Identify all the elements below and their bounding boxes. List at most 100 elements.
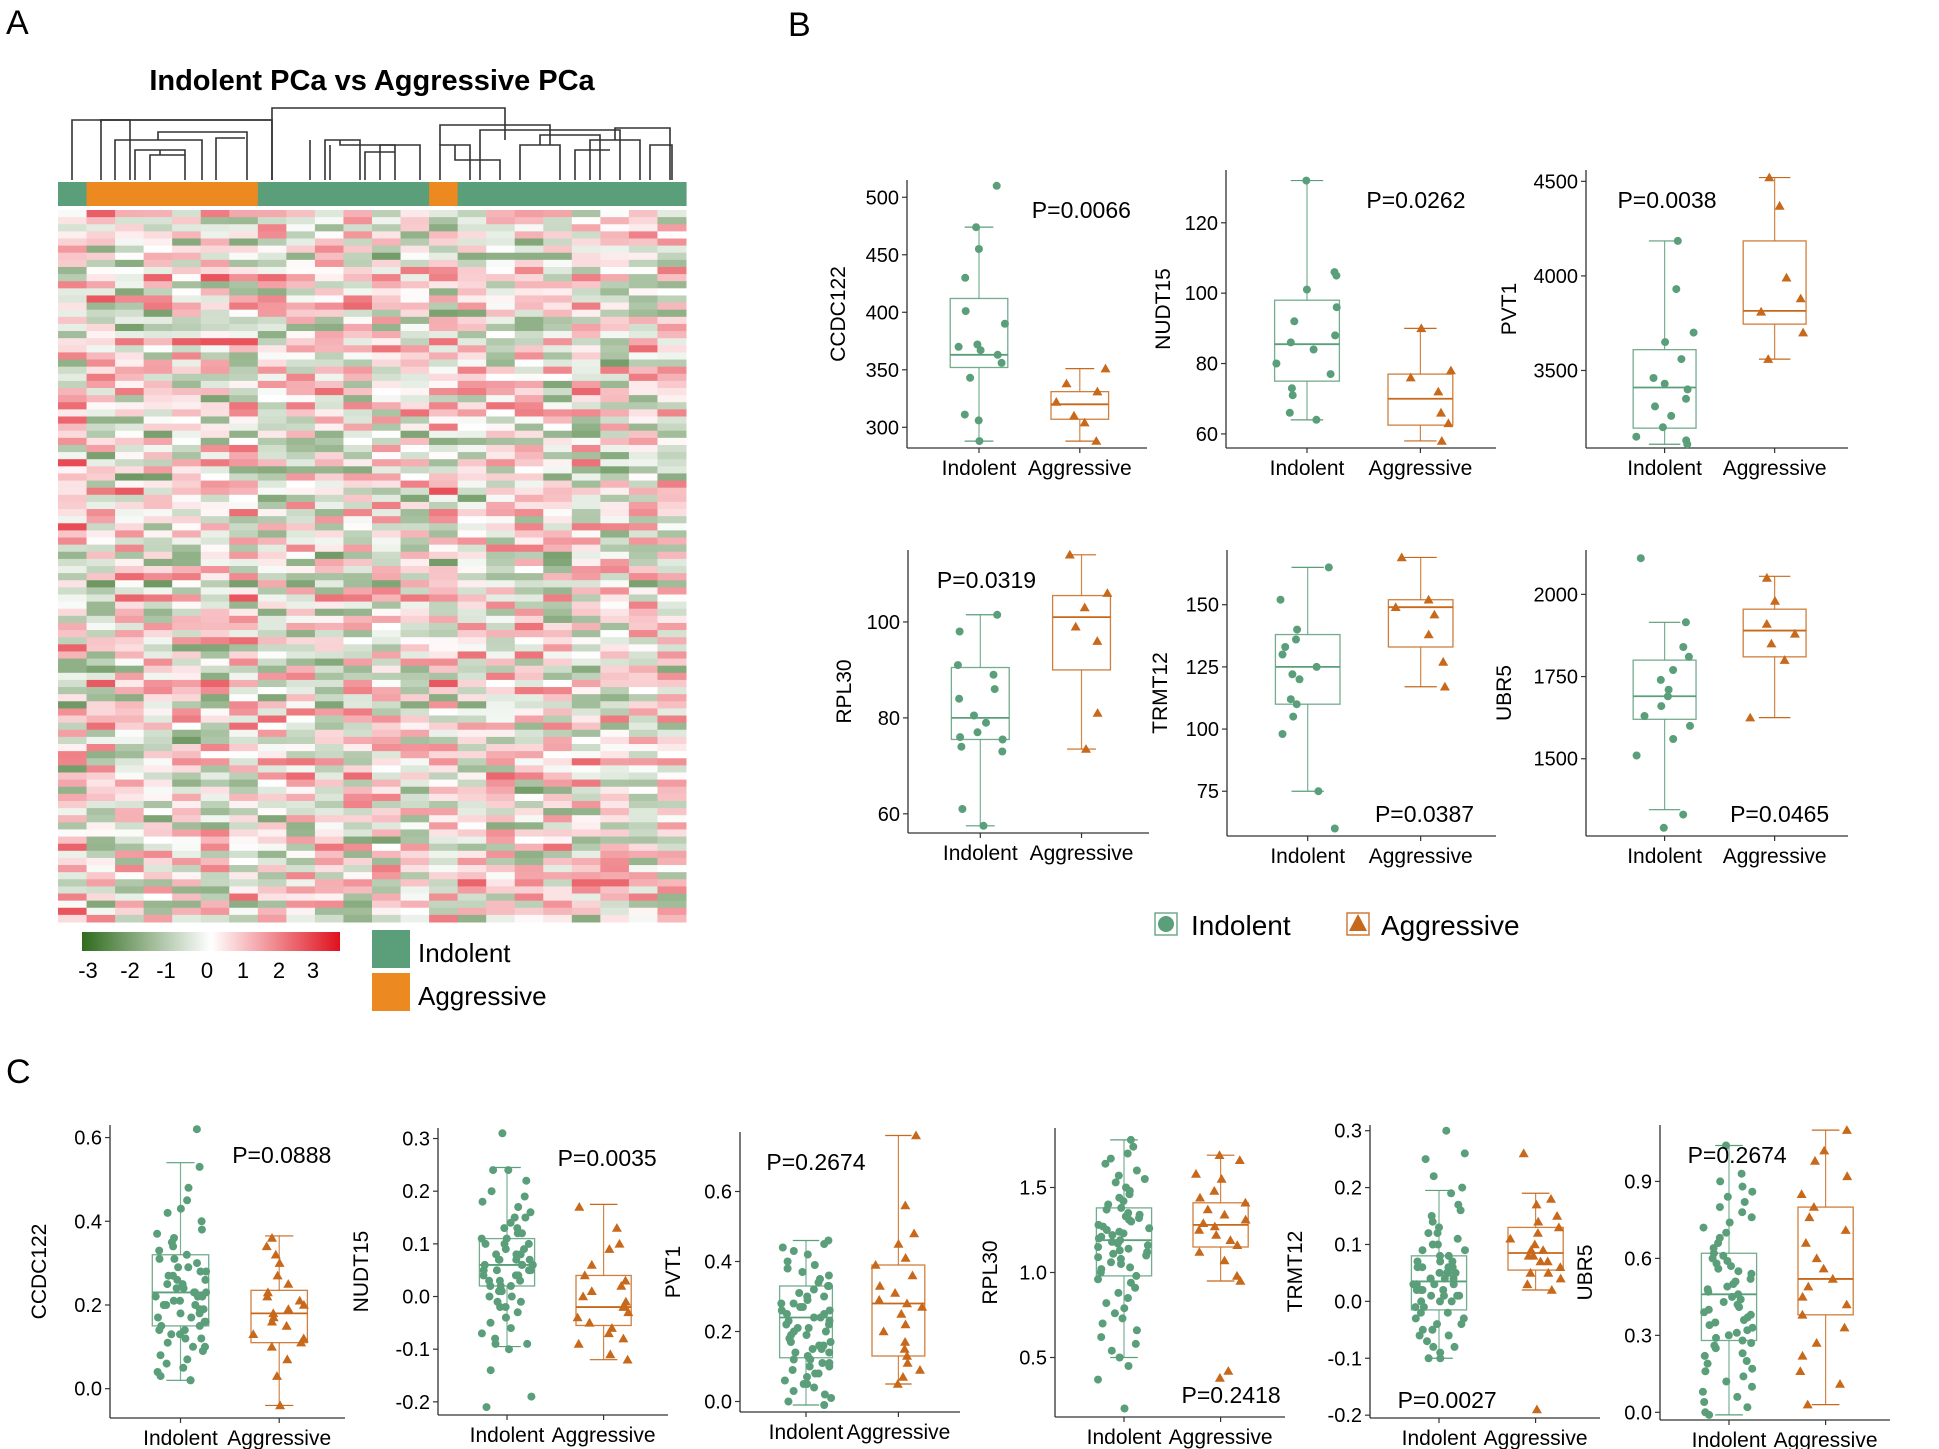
- heatmap-cell: [600, 644, 630, 652]
- heatmap-cell: [429, 480, 459, 489]
- heatmap-cell: [257, 829, 287, 838]
- heatmap-cell: [58, 423, 88, 432]
- heatmap-title: Indolent PCa vs Aggressive PCa: [149, 65, 595, 97]
- point-aggressive: [1518, 1148, 1529, 1158]
- heatmap-cell: [257, 744, 287, 752]
- heatmap-cell: [229, 295, 259, 304]
- heatmap-cell: [257, 772, 287, 781]
- heatmap-cell: [257, 765, 287, 773]
- heatmap-cell: [457, 893, 487, 902]
- heatmap-cell: [314, 416, 344, 425]
- heatmap-cell: [657, 494, 687, 503]
- heatmap-cell: [286, 316, 316, 325]
- heatmap-cell: [600, 281, 630, 289]
- point-indolent: [197, 1334, 206, 1343]
- heatmap-cell: [486, 879, 516, 887]
- heatmap-cell: [657, 295, 687, 304]
- heatmap-cell: [543, 430, 573, 439]
- x-tick-label: Indolent: [1627, 845, 1702, 868]
- heatmap-cell: [429, 857, 459, 866]
- heatmap-cell: [486, 744, 516, 752]
- heatmap-cell: [115, 843, 145, 852]
- heatmap-cell: [429, 530, 459, 539]
- heatmap-cell: [143, 480, 173, 489]
- heatmap-cell: [600, 537, 630, 546]
- heatmap-cell: [429, 516, 459, 524]
- heatmap-cell: [514, 480, 544, 489]
- point-indolent: [1312, 662, 1321, 671]
- heatmap-cell: [571, 580, 601, 588]
- heatmap-cell: [457, 779, 487, 788]
- heatmap-cell: [58, 544, 88, 553]
- point-aggressive: [1542, 1256, 1553, 1266]
- heatmap-cell: [400, 388, 430, 396]
- point-aggressive: [586, 1286, 597, 1295]
- box: [1273, 299, 1341, 382]
- point-indolent: [1119, 1197, 1128, 1206]
- heatmap-cell: [628, 473, 658, 482]
- heatmap-cell: [343, 316, 373, 325]
- point-indolent: [1661, 338, 1670, 347]
- heatmap-cell: [314, 786, 344, 795]
- heatmap-cell: [257, 430, 287, 439]
- point-aggressive: [898, 1372, 908, 1381]
- heatmap-cell: [257, 865, 287, 873]
- heatmap-cell: [286, 722, 316, 731]
- dendrogram-branch: [364, 151, 395, 180]
- heatmap-cell: [257, 836, 287, 845]
- heatmap-cell: [457, 245, 487, 254]
- point-aggressive: [1436, 407, 1446, 417]
- heatmap-cell: [200, 395, 230, 403]
- heatmap-cell: [657, 359, 687, 368]
- heatmap-cell: [229, 352, 259, 361]
- heatmap-cell: [600, 551, 630, 560]
- heatmap-cell: [400, 402, 430, 410]
- heatmap-cell: [343, 430, 373, 439]
- heatmap-cell: [600, 509, 630, 517]
- point-indolent: [512, 1255, 521, 1264]
- heatmap-cell: [257, 551, 287, 560]
- heatmap-cell: [314, 409, 344, 417]
- y-tick-label: 150: [1186, 595, 1219, 617]
- heatmap-cell: [514, 366, 544, 375]
- heatmap-cell: [200, 416, 230, 425]
- heatmap-cell: [286, 651, 316, 660]
- y-tick-label: 80: [1196, 354, 1218, 376]
- heatmap-cell: [229, 573, 259, 581]
- heatmap-cell: [86, 530, 116, 539]
- heatmap-cell: [429, 751, 459, 759]
- point-indolent: [1287, 384, 1296, 393]
- heatmap-cell: [571, 722, 601, 731]
- heatmap-cell: [429, 587, 459, 595]
- heatmap-cell: [229, 509, 259, 517]
- point-indolent: [1127, 1217, 1136, 1226]
- point-indolent: [153, 1229, 162, 1238]
- point-indolent: [1143, 1241, 1152, 1250]
- heatmap-cell: [143, 872, 173, 880]
- heatmap-cell: [143, 338, 173, 346]
- point-indolent: [1460, 1149, 1469, 1158]
- heatmap-cell: [400, 444, 430, 453]
- heatmap-cell: [257, 252, 287, 261]
- heatmap-cell: [58, 338, 88, 346]
- heatmap-cell: [229, 231, 259, 239]
- heatmap-cell: [429, 594, 459, 603]
- heatmap-cell: [657, 701, 687, 709]
- point-indolent: [1285, 408, 1294, 417]
- heatmap-cell: [486, 316, 516, 325]
- heatmap-cell: [257, 893, 287, 902]
- heatmap-cell: [172, 715, 202, 724]
- heatmap-cell: [58, 708, 88, 717]
- heatmap-cell: [172, 366, 202, 375]
- heatmap-cell: [571, 366, 601, 375]
- heatmap-cell: [86, 573, 116, 581]
- heatmap-cell: [172, 530, 202, 539]
- heatmap-cell: [657, 516, 687, 524]
- heatmap-cell: [400, 259, 430, 268]
- point-indolent: [1302, 176, 1311, 185]
- heatmap-cell: [600, 459, 630, 467]
- x-tick-label: Aggressive: [1774, 1429, 1878, 1449]
- heatmap-cell: [343, 793, 373, 802]
- heatmap-cell: [429, 729, 459, 738]
